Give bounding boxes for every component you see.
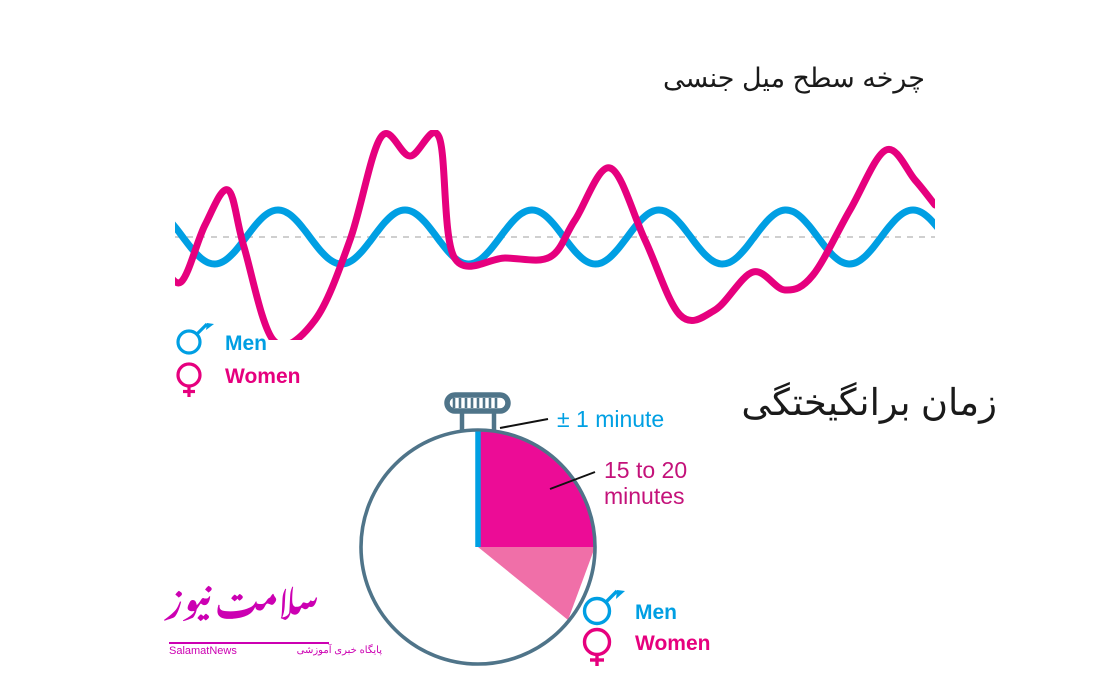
svg-text:Men: Men xyxy=(225,332,267,355)
svg-text:Men: Men xyxy=(635,601,677,624)
svg-text:± 1 minute: ± 1 minute xyxy=(557,406,664,432)
svg-text:15 to 20: 15 to 20 xyxy=(604,457,687,483)
svg-text:Women: Women xyxy=(225,365,300,388)
svg-text:Women: Women xyxy=(635,632,710,655)
svg-text:minutes: minutes xyxy=(604,483,685,509)
